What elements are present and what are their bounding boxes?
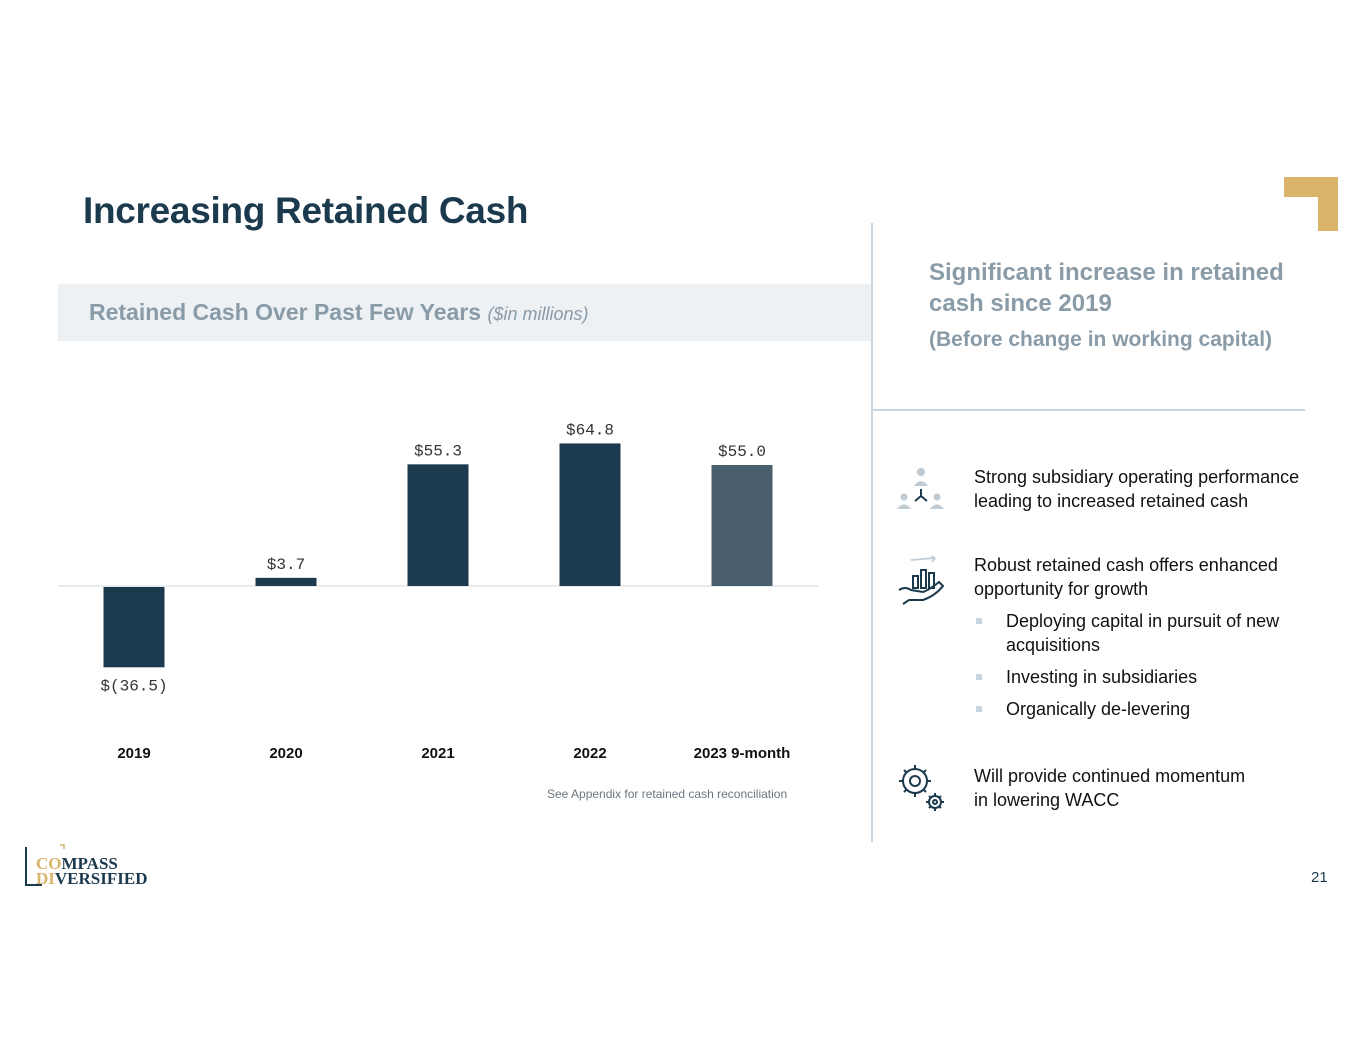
chart-unit-note: ($in millions) bbox=[487, 304, 589, 324]
point-2-line-2: opportunity for growth bbox=[974, 579, 1149, 599]
chart-subtitle-text: Retained Cash Over Past Few Years bbox=[89, 299, 482, 325]
right-panel-heading: Significant increase in retained cash si… bbox=[929, 259, 1284, 317]
logo-line1-accent: CO bbox=[36, 854, 62, 873]
sub-item: Investing in subsidiaries bbox=[974, 665, 1314, 689]
chart-subtitle-bar: Retained Cash Over Past Few Years ($in m… bbox=[58, 284, 871, 341]
vertical-divider bbox=[871, 223, 873, 842]
svg-text:DIVERSIFIED: DIVERSIFIED bbox=[36, 869, 148, 887]
bar-2021 bbox=[407, 464, 469, 586]
page-number: 21 bbox=[1311, 869, 1328, 886]
compass-diversified-logo: COMPASS DIVERSIFIED bbox=[25, 844, 148, 887]
logo-line2-accent: DI bbox=[36, 869, 55, 887]
people-network-icon bbox=[897, 468, 944, 509]
chart-subtitle: Retained Cash Over Past Few Years ($in m… bbox=[89, 299, 588, 326]
value-label: $55.3 bbox=[414, 442, 462, 460]
category-label: 2020 bbox=[269, 745, 302, 762]
bar-2023-9-month bbox=[711, 465, 773, 586]
right-panel-subheading: (Before change in working capital) bbox=[929, 328, 1273, 351]
logo-line1-rest: MPASS bbox=[62, 854, 118, 873]
bar-2022 bbox=[559, 443, 621, 586]
bar-2019 bbox=[103, 587, 165, 668]
point-2-line-1: Robust retained cash offers enhanced bbox=[974, 555, 1278, 575]
sub-item: Organically de-levering bbox=[974, 697, 1314, 721]
point-1-text: Strong subsidiary operating performance … bbox=[974, 465, 1299, 513]
point-2-text: Robust retained cash offers enhanced opp… bbox=[974, 553, 1314, 721]
gears-icon bbox=[899, 765, 944, 811]
svg-text:COMPASS: COMPASS bbox=[36, 854, 118, 873]
corner-bracket-decoration bbox=[1284, 177, 1338, 231]
chart-footnote: See Appendix for retained cash reconcili… bbox=[547, 787, 788, 801]
page-title: Increasing Retained Cash bbox=[83, 190, 529, 231]
retained-cash-bar-chart: $(36.5) 2019 $3.7 2020 $55.3 2021 $64.8 2022 $55… bbox=[58, 421, 818, 762]
point-3-line-1: Will provide continued momentum bbox=[974, 766, 1246, 786]
value-label: $(36.5) bbox=[100, 677, 167, 695]
bullet-square-icon bbox=[976, 706, 982, 712]
category-label: 2019 bbox=[117, 745, 150, 762]
bar-2020 bbox=[255, 577, 317, 586]
category-label: 2021 bbox=[421, 745, 454, 762]
value-label: $64.8 bbox=[566, 421, 614, 439]
bullet-square-icon bbox=[976, 618, 982, 624]
point-1-line-1: Strong subsidiary operating performance bbox=[974, 467, 1300, 487]
category-label: 2023 9-month bbox=[694, 745, 791, 762]
sub-item: Deploying capital in pursuit of new acqu… bbox=[974, 609, 1314, 657]
point-3-line-2: in lowering WACC bbox=[974, 790, 1120, 810]
logo-line2-rest: VERSIFIED bbox=[55, 869, 148, 887]
point-1-line-2: leading to increased retained cash bbox=[974, 491, 1249, 511]
hand-growth-chart-icon bbox=[898, 556, 945, 605]
bullet-square-icon bbox=[976, 674, 982, 680]
value-label: $3.7 bbox=[267, 556, 305, 574]
horizontal-divider bbox=[873, 409, 1305, 411]
category-label: 2022 bbox=[573, 745, 606, 762]
point-3-text: Will provide continued momentum in lower… bbox=[974, 764, 1245, 812]
value-label: $55.0 bbox=[718, 443, 766, 461]
